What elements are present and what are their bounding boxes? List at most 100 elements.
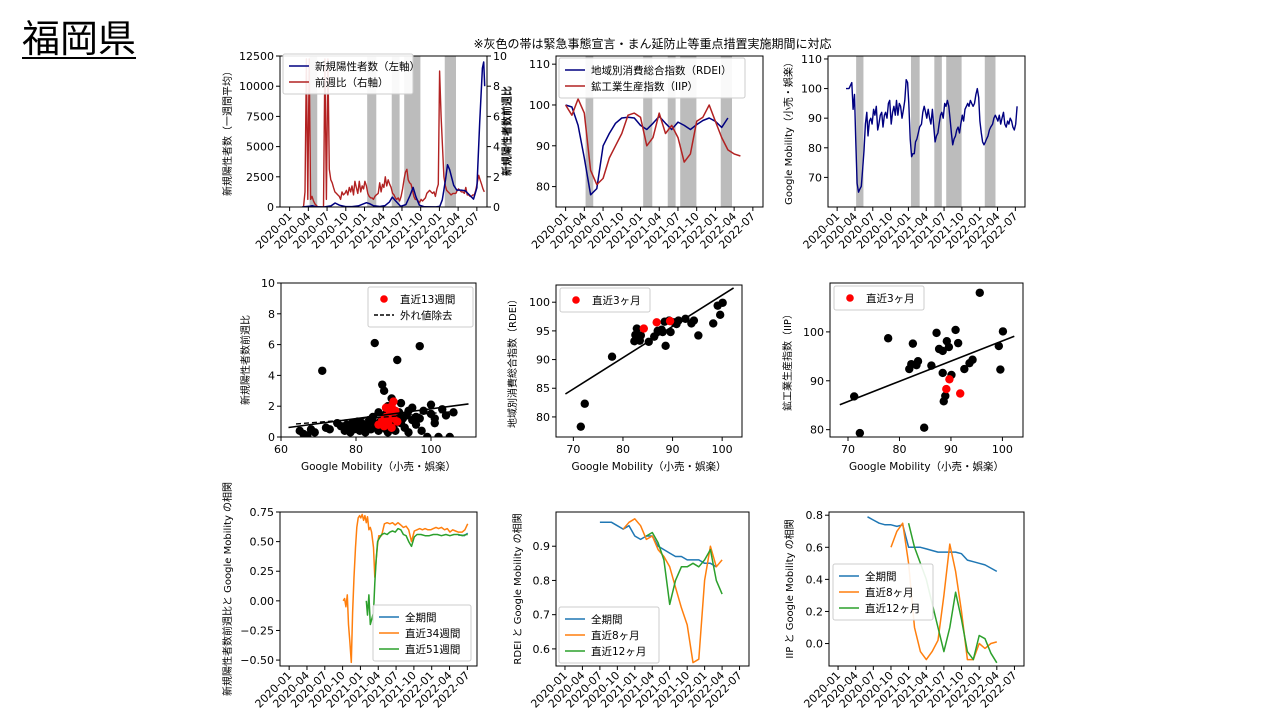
y-tick-label: 5000 xyxy=(246,141,274,154)
scatter-point xyxy=(580,399,589,408)
scatter-point xyxy=(960,364,969,374)
scatter-point xyxy=(426,400,436,409)
scatter-point xyxy=(938,346,947,356)
scatter-point xyxy=(951,325,960,335)
y-tick-label: 12500 xyxy=(239,50,274,63)
legend-label: 直近12ヶ月 xyxy=(591,645,646,658)
y-tick-label: 0.50 xyxy=(250,536,275,549)
y-tick-label: 0.25 xyxy=(250,565,275,578)
emergency-period-band xyxy=(856,56,864,207)
clipped-layer xyxy=(288,338,469,437)
y-tick-label: 8 xyxy=(268,308,275,321)
panel: 0 2 4 6 8 10 60 80 100 Google Mobility（小売・娯楽） 新規陽性… xyxy=(239,277,477,473)
scatter-point xyxy=(932,328,941,338)
scatter-point xyxy=(396,398,406,408)
scatter-point xyxy=(415,341,424,351)
scatter-point xyxy=(417,426,426,436)
y-tick-label: 0.75 xyxy=(250,506,275,519)
axis-label: 新規陽性者数前週比 xyxy=(501,86,514,176)
series-line xyxy=(646,531,723,606)
scatter-point xyxy=(975,288,984,297)
scatter-point xyxy=(411,420,421,429)
x-tick-label: 80 xyxy=(892,443,906,456)
scatter-point-recent xyxy=(387,423,396,432)
panel: 80 85 90 95 100 70 80 90 100 Google Mobility（小売・娯… xyxy=(506,284,743,473)
series-line xyxy=(342,513,469,664)
scatter-point xyxy=(404,428,413,437)
series-line xyxy=(564,98,741,186)
scatter-point xyxy=(666,327,675,337)
y-tick-label: 4 xyxy=(268,369,275,382)
x-tick-label: 100 xyxy=(992,443,1013,456)
legend-label: 鉱工業生産指数（IIP） xyxy=(591,80,698,93)
scatter-point xyxy=(996,365,1005,374)
y-tick-label: 10000 xyxy=(239,80,274,93)
y-tick-label: 85 xyxy=(536,382,550,395)
scatter-point xyxy=(938,368,947,378)
y-tick-label: 4 xyxy=(493,141,500,154)
scatter-point xyxy=(632,324,642,333)
scatter-point xyxy=(689,316,699,325)
panel: 0.60.70.80.92020-012020-042020-072020-10… xyxy=(511,511,750,711)
legend-marker xyxy=(572,296,580,304)
legend-box xyxy=(367,286,474,328)
y-tick-label: 10 xyxy=(493,50,507,63)
series-line xyxy=(302,58,485,207)
scatter-point xyxy=(434,432,443,437)
clipped-layer xyxy=(302,58,486,207)
y-tick-label: 8 xyxy=(493,80,500,93)
clipped-layer xyxy=(564,287,735,431)
scatter-point xyxy=(379,386,389,395)
axis-label: 新規陽性者数（一週間平均） xyxy=(221,66,234,196)
legend-label: 全期間 xyxy=(591,613,623,626)
emergency-period-band xyxy=(585,56,594,207)
scatter-point xyxy=(694,331,703,340)
scatter-point xyxy=(607,352,617,361)
y-tick-label: 90 xyxy=(536,140,550,153)
legend-label: 直近51週間 xyxy=(405,643,460,656)
scatter-point xyxy=(408,403,417,412)
scatter-point xyxy=(883,334,893,343)
legend-label: 直近13週間 xyxy=(400,293,455,306)
clipped-layer xyxy=(342,513,469,664)
y-tick-label: 110 xyxy=(529,58,550,71)
scatter-point-recent xyxy=(665,316,675,326)
legend-box xyxy=(833,285,925,311)
scatter-point xyxy=(374,408,383,417)
x-tick-label: 70 xyxy=(841,443,855,456)
scatter-point xyxy=(374,426,383,436)
axis-label: 新規陽性者数前週比 xyxy=(500,86,513,176)
x-tick-label: 100 xyxy=(421,443,442,456)
emergency-period-band xyxy=(444,56,456,207)
series-line xyxy=(365,527,468,626)
scatter-point-recent xyxy=(956,389,965,398)
y-tick-label: 10 xyxy=(261,277,275,290)
axis-label: Google Mobility（小売・娯楽） xyxy=(571,460,726,473)
scatter-point xyxy=(674,316,683,325)
y-tick-label: 90 xyxy=(808,112,822,125)
y-tick-label: 6 xyxy=(268,339,275,352)
scatter-point xyxy=(968,355,977,364)
axis-label: Google Mobility（小売・娯楽） xyxy=(849,460,1004,473)
series-line xyxy=(288,403,469,429)
y-tick-label: 2 xyxy=(493,171,500,184)
axis-label: 新規陽性者数前週比と Google Mobility の相関 xyxy=(221,482,234,696)
series-line xyxy=(622,518,723,664)
axis-label: RDEI と Google Mobility の相関 xyxy=(511,513,524,664)
panel: 0.00.20.40.60.82020-012020-042020-072020… xyxy=(783,509,1025,711)
scatter-point xyxy=(370,338,379,348)
scatter-point xyxy=(913,357,923,366)
scatter-point xyxy=(423,432,432,437)
scatter-point-recent xyxy=(389,397,398,406)
scatter-point xyxy=(310,428,319,437)
scatter-point xyxy=(325,425,334,434)
y-tick-label: 80 xyxy=(808,142,822,155)
emergency-period-band xyxy=(309,56,318,207)
scatter-point xyxy=(636,331,646,340)
y-tick-label: 100 xyxy=(801,83,822,96)
scatter-point xyxy=(430,418,439,428)
y-tick-label: 110 xyxy=(801,53,822,66)
y-tick-label: 95 xyxy=(536,325,550,338)
legend-marker xyxy=(380,295,388,303)
series-line xyxy=(564,287,735,395)
